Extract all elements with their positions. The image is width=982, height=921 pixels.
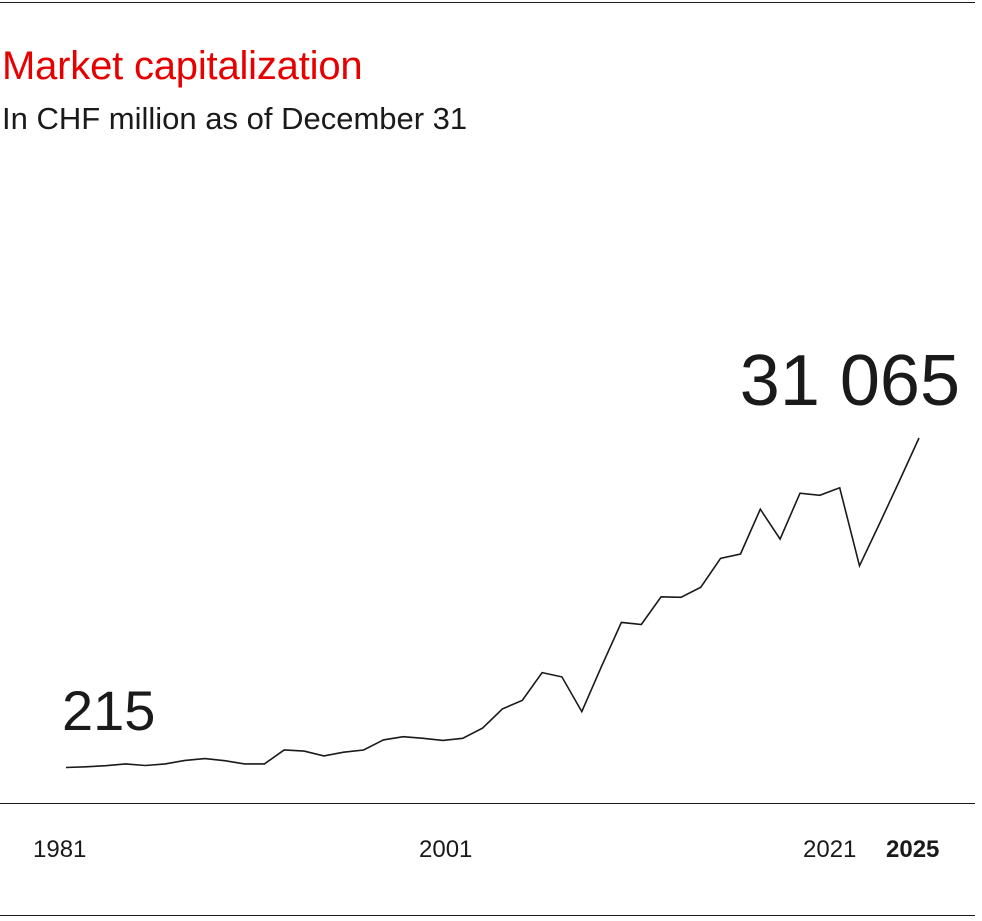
x-tick-label-2021: 2021 (803, 836, 857, 863)
x-tick-label-1981: 1981 (33, 836, 87, 863)
start-value-label: 215 (62, 679, 155, 742)
x-tick-label-2001: 2001 (419, 836, 473, 863)
series-line-market-cap (65, 437, 920, 769)
series-group (65, 437, 920, 769)
bottom-divider (0, 915, 975, 916)
top-divider (0, 2, 975, 3)
chart-title: Market capitalization (2, 44, 363, 88)
chart-subtitle: In CHF million as of December 31 (2, 101, 468, 136)
x-tick-label-2025: 2025 (886, 836, 940, 863)
x-axis-line (0, 803, 975, 804)
end-value-label: 31 065 (740, 341, 960, 421)
